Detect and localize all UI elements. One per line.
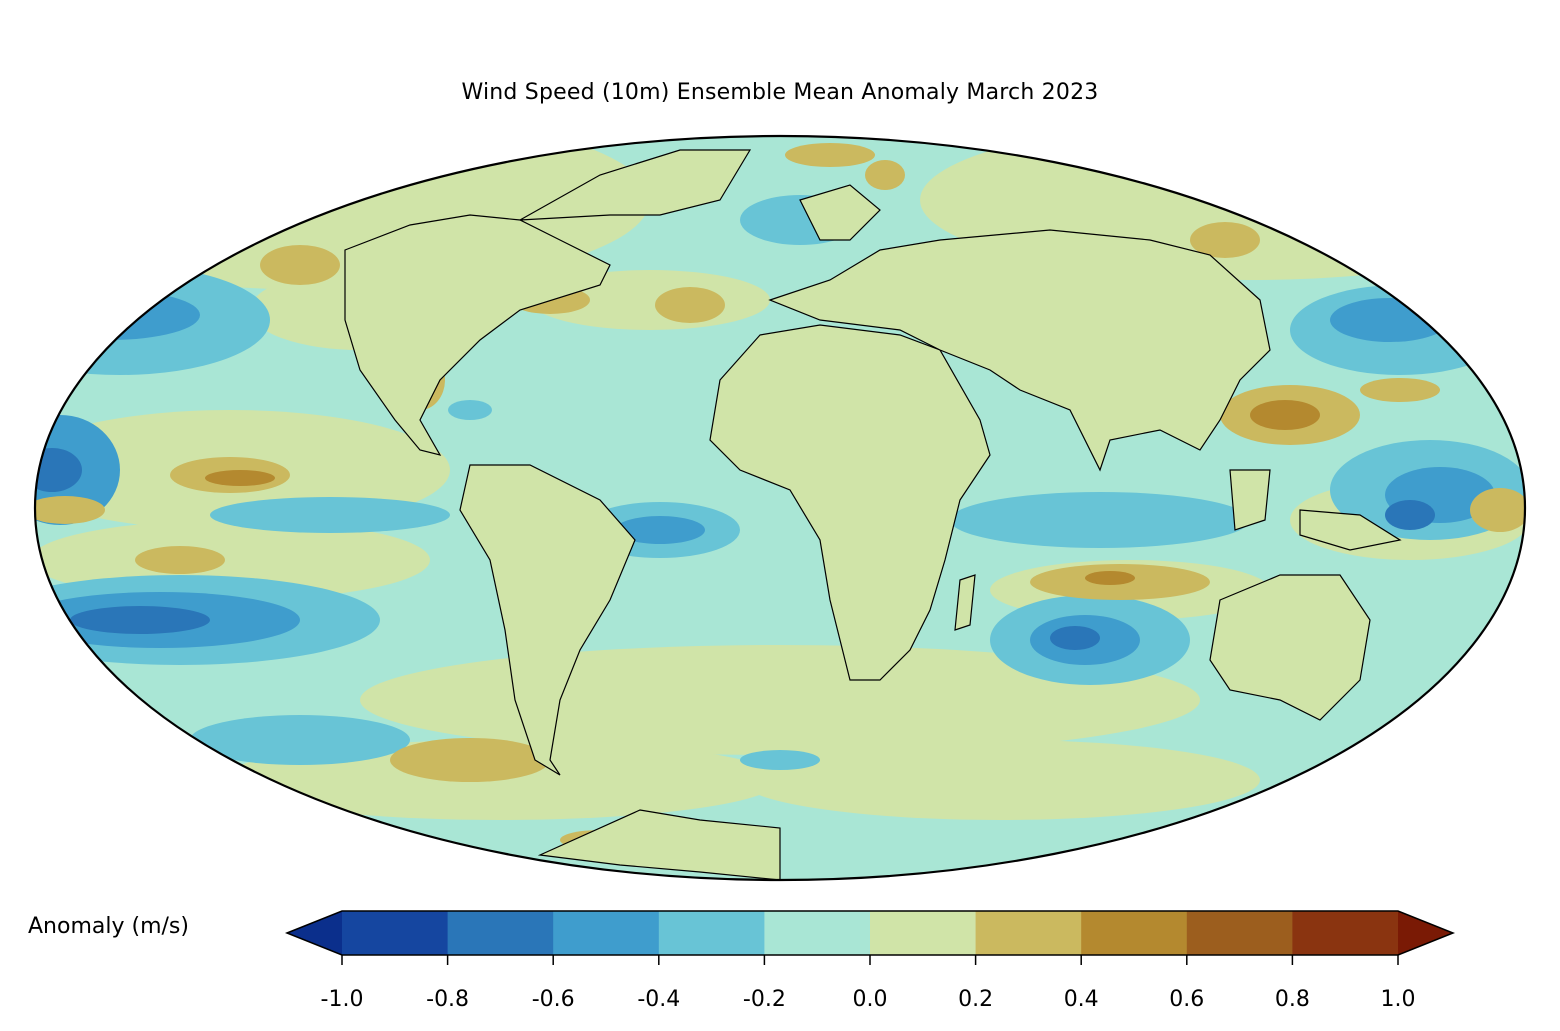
colorbar-under-arrow xyxy=(287,911,342,955)
colorbar-over-arrow xyxy=(1398,911,1453,955)
colorbar-tick-label: -1.0 xyxy=(321,987,364,1012)
map-title: Wind Speed (10m) Ensemble Mean Anomaly M… xyxy=(461,80,1099,105)
colorbar-tick-label: 1.0 xyxy=(1381,987,1416,1012)
colorbar-bin xyxy=(447,911,554,955)
colorbar-tick-label: -0.8 xyxy=(426,987,469,1012)
colorbar-tick-label: 0.4 xyxy=(1064,987,1099,1012)
colorbar-bin xyxy=(764,911,871,955)
colorbar-bin xyxy=(870,911,977,955)
globe-outline xyxy=(33,134,1527,882)
colorbar-bin xyxy=(658,911,765,955)
colorbar-bin xyxy=(1081,911,1188,955)
colorbar-tick-label: 0.8 xyxy=(1275,987,1310,1012)
colorbar-bin xyxy=(1292,911,1399,955)
colorbar-tick-label: -0.4 xyxy=(637,987,680,1012)
colorbar-tick-label: -0.6 xyxy=(532,987,575,1012)
colorbar-tick-label: 0.0 xyxy=(853,987,888,1012)
colorbar-tick-label: 0.6 xyxy=(1169,987,1204,1012)
world-map xyxy=(33,134,1527,882)
colorbar-bin xyxy=(1186,911,1293,955)
colorbar-bin xyxy=(342,911,449,955)
colorbar-tick-label: -0.2 xyxy=(743,987,786,1012)
colorbar-bin xyxy=(553,911,660,955)
colorbar-tick-label: 0.2 xyxy=(958,987,993,1012)
colorbar-bin xyxy=(975,911,1082,955)
colorbar-label: Anomaly (m/s) xyxy=(28,914,189,939)
land-outlines xyxy=(344,149,1402,880)
